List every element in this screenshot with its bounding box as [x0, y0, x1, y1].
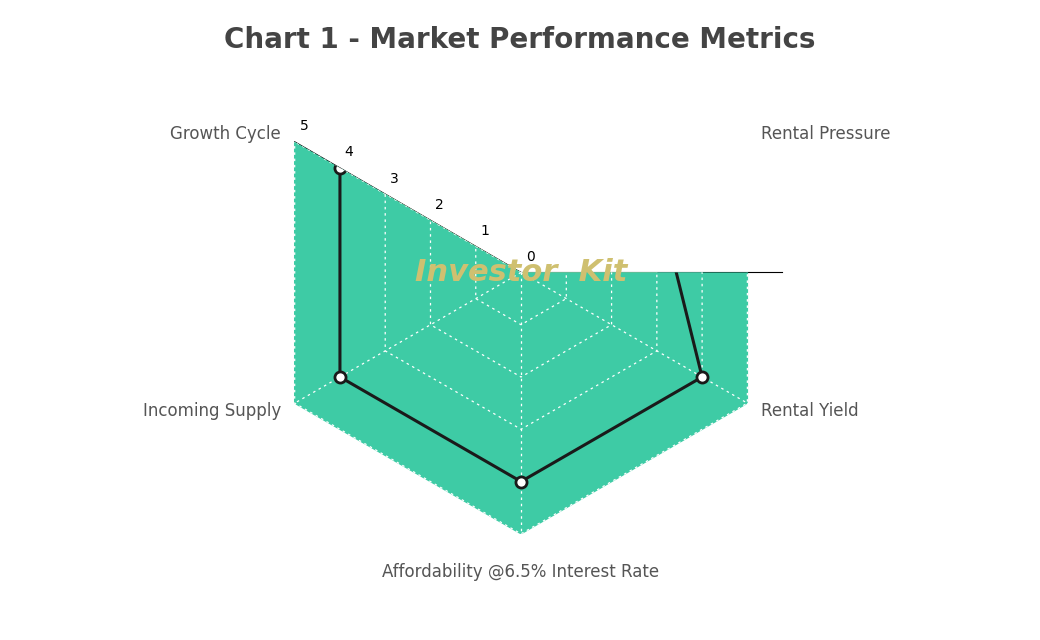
Polygon shape [431, 168, 612, 377]
Text: Rental Yield: Rental Yield [761, 402, 859, 420]
Text: Chart 1 - Market Performance Metrics: Chart 1 - Market Performance Metrics [225, 26, 815, 54]
Text: Affordability @6.5% Interest Rate: Affordability @6.5% Interest Rate [383, 563, 659, 580]
Polygon shape [294, 11, 748, 534]
Text: Investor  Kit: Investor Kit [415, 258, 627, 287]
Text: Rental Pressure: Rental Pressure [761, 125, 890, 143]
Text: Incoming Supply: Incoming Supply [142, 402, 281, 420]
Text: Growth Cycle: Growth Cycle [171, 125, 281, 143]
Polygon shape [385, 116, 657, 429]
Polygon shape [475, 220, 567, 324]
Polygon shape [340, 63, 702, 481]
